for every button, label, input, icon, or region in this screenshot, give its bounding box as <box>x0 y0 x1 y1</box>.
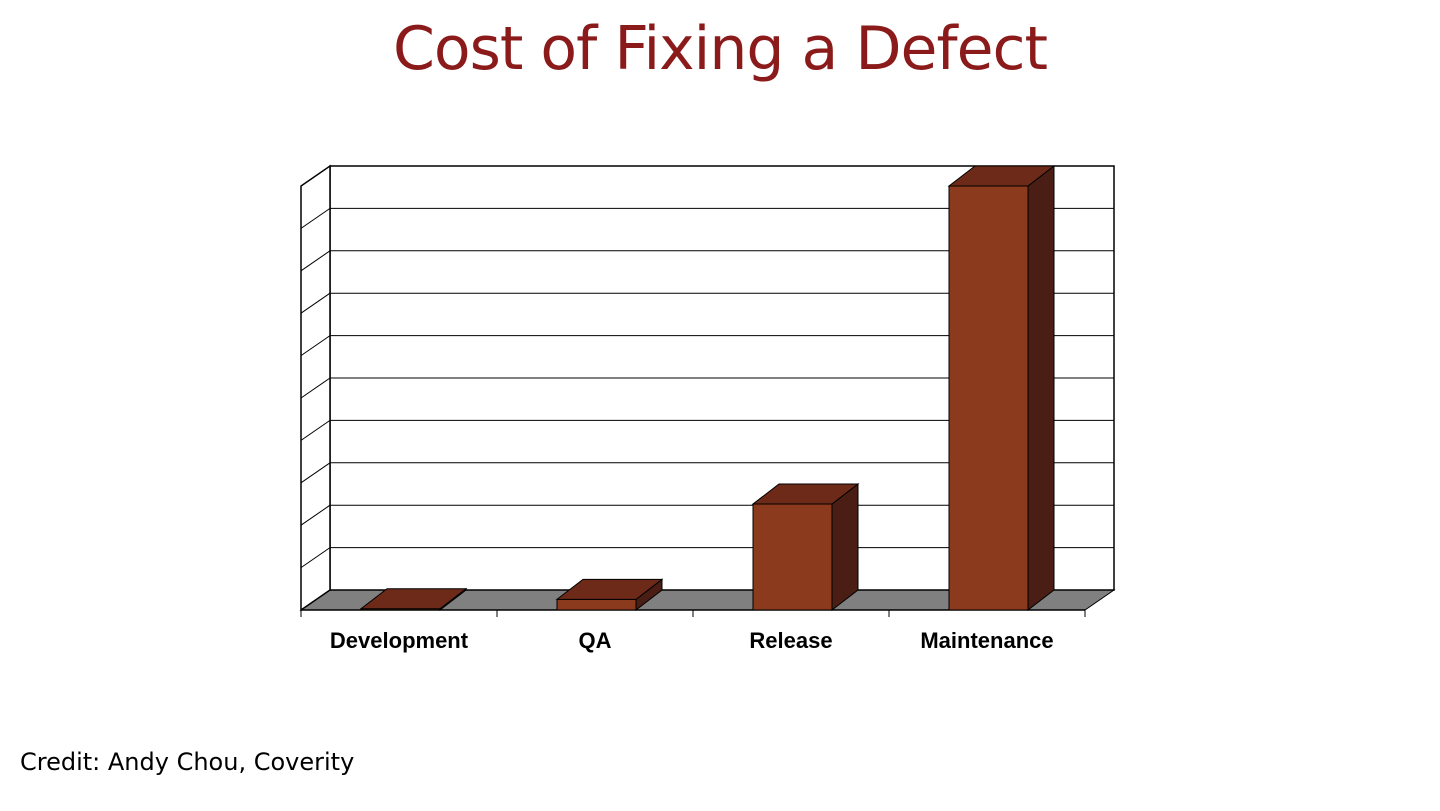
side-gridline <box>300 419 331 441</box>
side-gridline <box>300 335 331 357</box>
bar-top-qa <box>555 578 664 600</box>
x-tick-label: Release <box>749 628 832 653</box>
chart-title: Cost of Fixing a Defect <box>392 14 1048 84</box>
x-tick-label: Development <box>330 628 469 653</box>
x-tick-label: QA <box>579 628 612 653</box>
side-gridline <box>300 292 331 314</box>
bar-top-development <box>359 588 468 610</box>
side-gridline <box>300 504 331 526</box>
bar-front-release <box>752 503 833 611</box>
bar-side-maintenance <box>1027 164 1055 612</box>
bar-front-maintenance <box>948 185 1029 611</box>
bar-front-qa <box>556 598 637 611</box>
bar-side-release <box>831 482 859 612</box>
side-gridline <box>300 250 331 272</box>
credit-text: Credit: Andy Chou, Coverity <box>20 748 355 776</box>
bar-top-maintenance <box>947 165 1056 187</box>
bar-top-release <box>751 483 860 505</box>
side-gridline <box>300 462 331 484</box>
side-gridline <box>300 207 331 229</box>
side-gridline <box>300 377 331 399</box>
side-gridline <box>300 547 331 569</box>
x-tick-label: Maintenance <box>920 628 1053 653</box>
